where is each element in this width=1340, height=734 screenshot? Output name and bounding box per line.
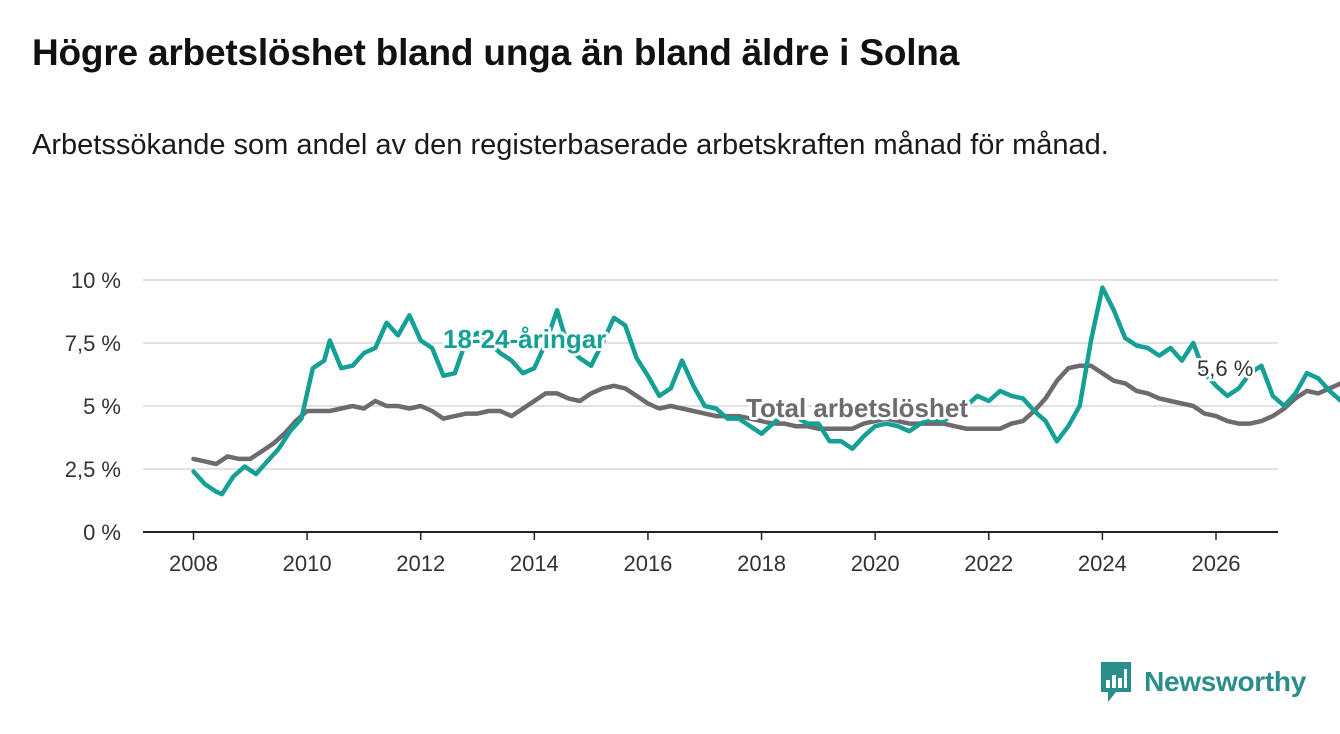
youth-series-label: 18-24-åringar bbox=[443, 324, 606, 354]
x-axis: 2008 2010 2012 2014 2016 2018 2020 2022 2024 2026 bbox=[143, 531, 1278, 576]
x-tick-label: 2016 bbox=[623, 551, 672, 576]
y-tick-label: 2,5 % bbox=[65, 457, 121, 482]
brand-name: Newsworthy bbox=[1144, 666, 1306, 697]
x-tick-label: 2024 bbox=[1078, 551, 1127, 576]
total-series-label: Total arbetslöshet bbox=[746, 393, 968, 423]
chart-subtitle: Arbetssökande som andel av den registerb… bbox=[32, 129, 1109, 161]
x-tick-label: 2014 bbox=[510, 551, 559, 576]
x-tick-label: 2012 bbox=[396, 551, 445, 576]
newsworthy-logo-icon bbox=[1101, 662, 1132, 702]
youth-series-line bbox=[191, 285, 1340, 497]
x-tick-label: 2018 bbox=[737, 551, 786, 576]
y-tick-label: 5 % bbox=[83, 394, 121, 419]
series-labels: 18-24-åringar Total arbetslöshet 5,6 % bbox=[440, 321, 1256, 426]
x-tick-label: 2020 bbox=[851, 551, 900, 576]
y-axis-tick-labels: 0 % 2,5 % 5 % 7,5 % 10 % bbox=[65, 268, 121, 545]
y-tick-label: 10 % bbox=[71, 268, 121, 293]
y-tick-label: 7,5 % bbox=[65, 331, 121, 356]
chart-title: Högre arbetslöshet bland unga än bland ä… bbox=[32, 32, 960, 73]
x-tick-label: 2008 bbox=[169, 551, 218, 576]
series-lines bbox=[191, 285, 1340, 497]
total-series-line bbox=[191, 363, 1340, 467]
brand-logo: Newsworthy bbox=[1098, 660, 1306, 704]
end-value-label: 5,6 % bbox=[1197, 356, 1253, 381]
x-tick-label: 2010 bbox=[283, 551, 332, 576]
x-tick-label: 2026 bbox=[1192, 551, 1241, 576]
y-tick-label: 0 % bbox=[83, 520, 121, 545]
x-tick-label: 2022 bbox=[964, 551, 1013, 576]
